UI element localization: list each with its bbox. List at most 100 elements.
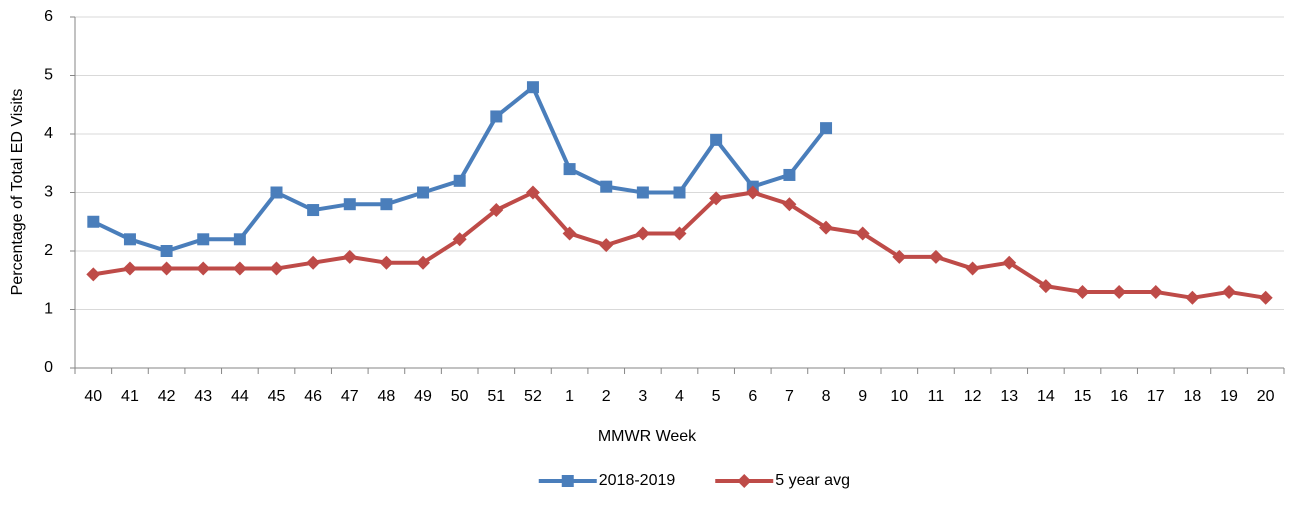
x-tick-label: 1 [565,388,574,405]
data-point [490,110,503,123]
data-point [453,174,466,187]
x-tick-label: 51 [487,388,505,405]
data-point [526,81,539,94]
x-tick-label: 14 [1037,388,1055,405]
y-axis-title: Percentage of Total ED Visits [9,89,26,296]
y-tick-label: 0 [44,359,53,376]
data-point [783,168,796,181]
x-tick-label: 49 [414,388,432,405]
x-tick-label: 4 [675,388,684,405]
data-point [1148,284,1163,299]
data-point [782,197,797,212]
x-tick-label: 42 [158,388,176,405]
data-point [1075,284,1090,299]
data-point [636,186,649,199]
data-point [159,261,174,276]
legend-label: 2018-2019 [599,472,676,489]
data-point [196,261,211,276]
data-point [307,204,320,217]
x-tick-label: 40 [84,388,102,405]
data-point [819,220,834,235]
x-tick-label: 6 [748,388,757,405]
data-point [452,232,467,247]
data-point [1185,290,1200,305]
y-tick-label: 5 [44,67,53,84]
series-line [93,190,1266,300]
data-point [599,238,614,253]
data-point [270,186,283,199]
data-point [600,180,613,193]
data-point [710,133,723,146]
x-tick-label: 47 [341,388,359,405]
data-point [525,185,540,200]
x-tick-label: 2 [602,388,611,405]
x-tick-label: 20 [1257,388,1275,405]
x-tick-label: 15 [1074,388,1092,405]
data-point [197,233,210,246]
data-point [1002,255,1017,270]
data-point [1112,284,1127,299]
x-tick-label: 19 [1220,388,1238,405]
legend-marker [737,474,752,488]
data-point [892,249,907,264]
data-point [416,255,431,270]
data-point [928,249,943,264]
data-point [563,163,576,176]
data-point [269,261,284,276]
x-tick-label: 16 [1110,388,1128,405]
y-tick-label: 3 [44,184,53,201]
x-tick-label: 45 [268,388,286,405]
data-point [233,233,246,246]
data-point [820,122,833,135]
x-tick-label: 10 [890,388,908,405]
data-point [672,226,687,241]
data-point [673,186,686,199]
x-tick-label: 12 [964,388,982,405]
x-tick-label: 44 [231,388,249,405]
x-axis-title: MMWR Week [598,428,697,445]
data-point [1038,279,1053,294]
data-point [122,261,137,276]
data-point [87,215,100,228]
data-point [709,191,724,206]
data-point [343,198,356,211]
legend-marker [561,475,574,487]
x-tick-label: 43 [194,388,212,405]
data-point [379,255,394,270]
x-tick-label: 50 [451,388,469,405]
data-point [1222,284,1237,299]
x-tick-label: 46 [304,388,322,405]
data-point [86,267,101,282]
y-tick-label: 2 [44,242,53,259]
y-tick-label: 6 [44,8,53,25]
series-line [92,85,828,253]
data-point [745,185,760,200]
x-tick-label: 3 [638,388,647,405]
legend-label: 5 year avg [775,472,850,489]
data-point [306,255,321,270]
data-point [855,226,870,241]
x-tick-label: 5 [712,388,721,405]
data-point [123,233,136,246]
x-tick-label: 13 [1000,388,1018,405]
data-point [160,245,173,257]
y-tick-label: 1 [44,301,53,318]
x-tick-label: 18 [1184,388,1202,405]
x-tick-label: 41 [121,388,139,405]
data-point [1258,290,1273,305]
x-tick-label: 17 [1147,388,1165,405]
x-tick-label: 8 [822,388,831,405]
x-tick-label: 11 [928,388,945,405]
data-point [232,261,247,276]
y-tick-label: 4 [44,125,53,142]
x-tick-label: 52 [524,388,542,405]
x-tick-label: 7 [785,388,794,405]
data-point [342,249,357,264]
data-point [380,198,393,211]
data-point [417,186,430,199]
x-tick-label: 9 [858,388,867,405]
data-point [562,226,577,241]
data-point [635,226,650,241]
data-point [489,203,504,218]
